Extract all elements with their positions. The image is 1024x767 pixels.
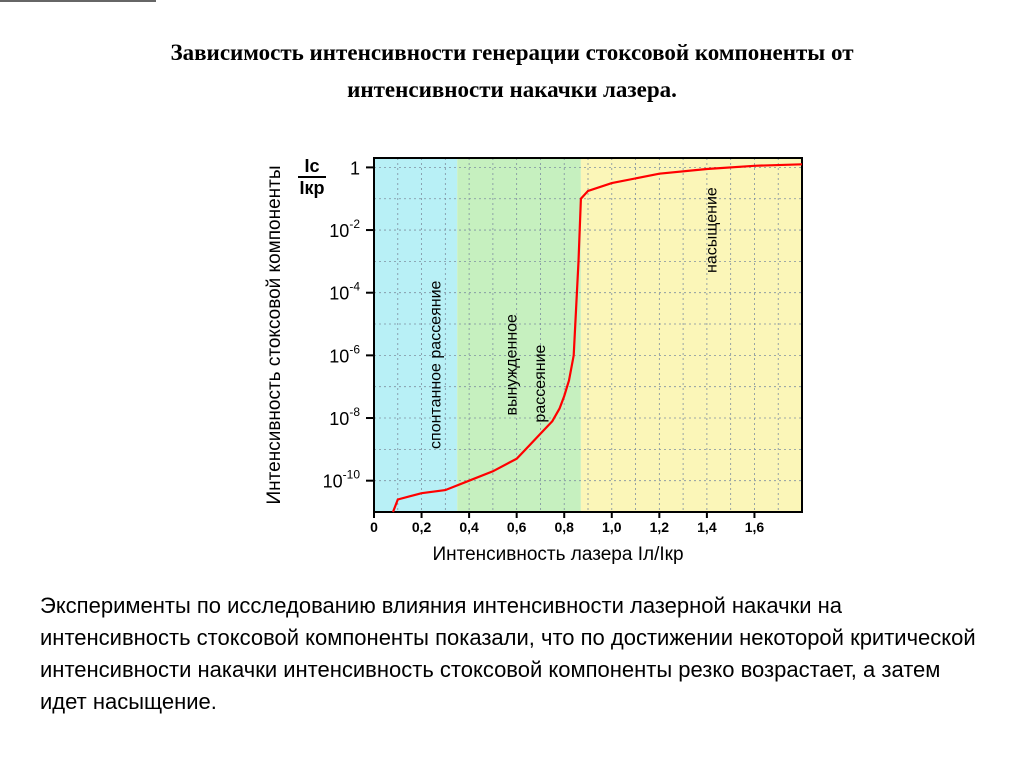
top-divider-line <box>0 0 156 2</box>
y-tick-label: 10-8 <box>329 405 360 429</box>
series-line <box>391 163 803 513</box>
x-tick-labels: 0 0,2 0,4 0,6 0,8 1,0 1,2 1,4 1,6 <box>370 512 764 535</box>
x-tick-label: 1,6 <box>745 519 765 535</box>
region-labels: спонтанное рассеяние вынужденное рассеяние… <box>428 187 721 449</box>
y-tick-label: 10-10 <box>323 468 361 492</box>
x-axis-label: Интенсивность лазера Iл/Iкр <box>432 544 683 565</box>
chart: 1 10-2 10-4 10-6 10-8 10-10 0 0,2 0,4 0,6 0,8 1,0 1… <box>264 156 803 565</box>
region-band-2 <box>580 158 802 512</box>
x-tick-label: 0 <box>370 519 378 535</box>
y-tick-label: 10-4 <box>329 280 360 304</box>
chart-container: 1 10-2 10-4 10-6 10-8 10-10 0 0,2 0,4 0,6 0,8 1,0 1… <box>250 150 820 570</box>
x-tick-label: 1,4 <box>697 519 717 535</box>
x-tick-label: 0,8 <box>554 519 574 535</box>
y-axis-label: Интенсивность стоксовой компоненты <box>264 166 285 505</box>
y-tick-labels: 1 10-2 10-4 10-6 10-8 10-10 <box>323 158 374 492</box>
region-band-1 <box>457 158 581 512</box>
x-tick-label: 1,0 <box>602 519 622 535</box>
caption-text: Эксперименты по исследованию влияния инт… <box>40 593 976 714</box>
title-line-2: интенсивности накачки лазера. <box>347 77 677 102</box>
page-title: Зависимость интенсивности генерации сток… <box>40 34 984 108</box>
x-tick-label: 0,6 <box>507 519 527 535</box>
y-symbol-numerator: Iс <box>304 156 319 176</box>
x-tick-label: 0,2 <box>412 519 432 535</box>
y-tick-label: 10-2 <box>329 217 360 241</box>
chart-regions <box>374 158 802 512</box>
chart-grid <box>374 158 802 513</box>
y-tick-label: 1 <box>350 158 360 178</box>
y-tick-label: 10-6 <box>329 342 360 366</box>
y-symbol-denominator: Iкр <box>299 178 324 198</box>
x-tick-label: 0,4 <box>459 519 479 535</box>
x-tick-label: 1,2 <box>650 519 670 535</box>
region-label-2: рассеяние <box>532 344 549 422</box>
region-band-0 <box>374 158 458 512</box>
title-line-1: Зависимость интенсивности генерации сток… <box>170 40 854 65</box>
plot-border <box>373 157 803 513</box>
region-label-3: насыщение <box>703 187 720 273</box>
region-label-1: вынужденное <box>504 314 521 416</box>
region-label-0: спонтанное рассеяние <box>428 280 445 448</box>
